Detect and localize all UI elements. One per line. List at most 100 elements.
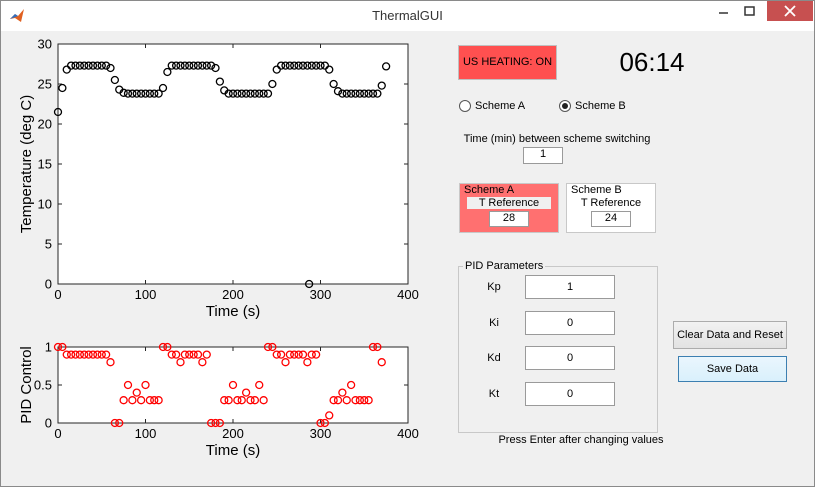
data-point: [115, 418, 124, 428]
param-input[interactable]: 0: [525, 381, 615, 406]
data-point: [311, 61, 321, 70]
data-point: [132, 388, 141, 397]
scheme-panel-label: T Reference: [574, 197, 648, 209]
save-button[interactable]: Save Data: [678, 356, 787, 382]
data-point: [281, 61, 290, 70]
param-input[interactable]: 0: [525, 310, 615, 335]
data-point: [180, 61, 190, 70]
data-point: [101, 350, 111, 359]
radio-circle: [459, 100, 471, 112]
data-point: [346, 89, 356, 98]
param-input[interactable]: 1: [525, 275, 615, 299]
data-point: [150, 89, 159, 98]
data-point: [167, 350, 176, 359]
y-tick-label: 1: [45, 340, 52, 355]
data-point: [281, 358, 290, 367]
data-point: [368, 342, 378, 352]
pid-hint: Press Enter after changing values: [498, 434, 664, 446]
data-point: [351, 396, 360, 405]
data-point: [58, 342, 67, 352]
x-tick-label: 100: [135, 287, 157, 302]
radio-button[interactable]: [558, 99, 572, 113]
data-point: [246, 89, 255, 98]
data-point: [285, 61, 295, 70]
param-input[interactable]: 0: [525, 346, 615, 370]
data-point: [84, 61, 93, 70]
x-axis-label: Time (s): [206, 442, 260, 459]
data-point: [224, 89, 233, 98]
x-tick-label: 400: [397, 287, 419, 302]
data-points: [53, 342, 386, 428]
param-label: Ki: [489, 316, 499, 329]
data-point: [62, 350, 71, 359]
scheme-panel-title: Scheme A: [462, 184, 517, 196]
data-point: [255, 380, 264, 390]
data-point: [360, 396, 369, 405]
data-point: [75, 61, 85, 70]
y-tick-label: 0: [45, 416, 52, 431]
data-point: [106, 358, 115, 367]
data-point: [276, 350, 286, 359]
data-point: [58, 83, 67, 93]
data-point: [303, 61, 312, 70]
data-point: [110, 75, 120, 85]
data-point: [360, 89, 369, 98]
data-point: [228, 89, 238, 98]
data-point: [364, 396, 373, 405]
scheme-panel-input[interactable]: 28: [489, 211, 529, 227]
data-point: [176, 61, 185, 70]
data-point: [211, 63, 220, 73]
data-point: [307, 61, 316, 70]
data-point: [106, 63, 115, 73]
data-point: [119, 88, 128, 97]
data-point: [154, 89, 163, 98]
data-point: [176, 358, 185, 367]
y-tick-label: 0.5: [34, 378, 52, 393]
data-point: [355, 396, 365, 405]
data-point: [158, 342, 168, 352]
window-controls[interactable]: [711, 1, 814, 23]
pid-title: PID Parameters: [463, 260, 546, 272]
y-tick-label: 25: [38, 77, 52, 92]
data-point: [224, 396, 233, 405]
scheme-panel-input[interactable]: 24: [591, 211, 631, 227]
data-point: [368, 89, 378, 98]
data-point: [145, 396, 155, 405]
radio-dot: [562, 103, 568, 109]
data-point: [333, 87, 343, 96]
data-point: [189, 350, 198, 359]
plot-area: [57, 43, 409, 285]
x-axis-label: Time (s): [206, 303, 260, 320]
data-point: [215, 418, 225, 428]
data-point: [246, 396, 255, 405]
data-point: [329, 396, 338, 405]
data-point: [189, 61, 198, 70]
data-point: [325, 65, 334, 74]
data-point: [316, 61, 325, 70]
data-point: [97, 350, 106, 359]
param-label: Kt: [488, 387, 500, 400]
radio-button[interactable]: [458, 99, 472, 113]
data-point: [294, 350, 303, 359]
data-point: [198, 61, 207, 70]
data-point: [215, 77, 225, 86]
data-point: [97, 61, 106, 70]
data-point: [241, 89, 251, 98]
data-point: [259, 89, 268, 98]
data-point: [163, 67, 172, 77]
data-point: [228, 380, 238, 390]
data-point: [71, 61, 80, 70]
y-axis-label: Temperature (deg C): [18, 95, 35, 233]
data-point: [268, 79, 277, 89]
data-point: [220, 396, 229, 405]
data-point: [88, 61, 98, 70]
clear-button[interactable]: Clear Data and Reset: [673, 321, 787, 349]
switching-input[interactable]: 1: [523, 147, 563, 164]
x-tick-label: 200: [222, 287, 244, 302]
data-point: [136, 396, 146, 405]
data-point: [233, 89, 242, 98]
data-point: [80, 350, 89, 359]
data-point: [163, 342, 172, 352]
x-tick-label: 300: [310, 287, 332, 302]
